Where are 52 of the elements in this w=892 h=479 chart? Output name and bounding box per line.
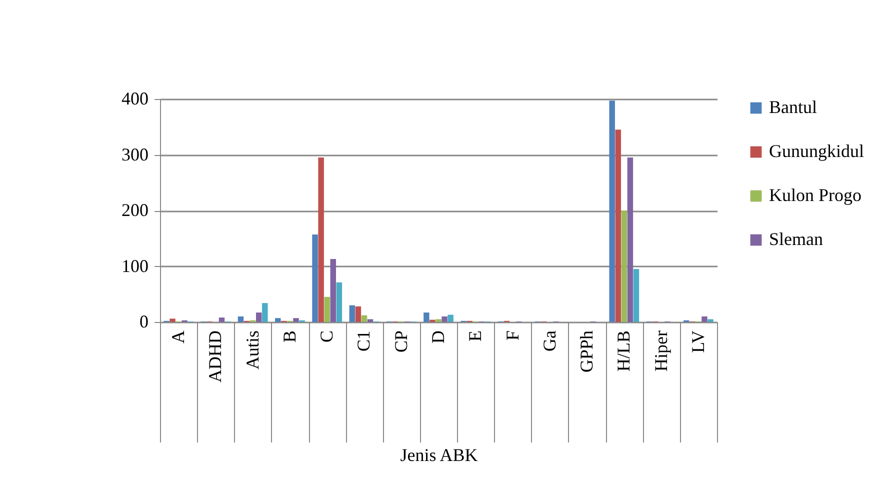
y-tick-label: 300 xyxy=(122,144,148,164)
legend-label: Gunungkidul xyxy=(769,141,864,161)
x-tick-label: Autis xyxy=(242,330,262,370)
bar xyxy=(436,319,442,322)
x-tick-label: H/LB xyxy=(614,330,634,372)
y-tick-label: 0 xyxy=(140,312,148,332)
x-tick-label: CP xyxy=(390,330,411,353)
x-tick-label: C xyxy=(316,330,337,343)
legend-label: Sleman xyxy=(769,229,823,249)
bar xyxy=(330,259,336,322)
bar xyxy=(609,100,615,322)
bar xyxy=(627,158,634,322)
x-axis-title: Jenis ABK xyxy=(400,445,478,465)
bar xyxy=(312,234,318,322)
x-tick-label: D xyxy=(428,330,448,344)
x-tick-label: E xyxy=(465,330,486,342)
x-tick-label: A xyxy=(168,330,188,344)
bar xyxy=(615,130,621,322)
bar xyxy=(238,316,244,322)
y-tick-label: 200 xyxy=(122,200,148,220)
legend-label: Kulon Progo xyxy=(769,185,862,205)
bar xyxy=(170,318,176,322)
x-tick-label: B xyxy=(279,330,300,343)
x-tick-label: ADHD xyxy=(205,330,226,382)
bar xyxy=(318,158,324,322)
bar xyxy=(702,316,708,322)
bar xyxy=(293,318,299,322)
bar xyxy=(218,318,225,322)
bar xyxy=(275,318,281,322)
bar xyxy=(256,312,262,322)
bar xyxy=(355,306,362,322)
bar xyxy=(324,296,330,322)
bar xyxy=(262,303,268,322)
x-tick-label: F xyxy=(502,330,522,341)
bar xyxy=(367,319,374,322)
legend-label: Bantul xyxy=(769,97,817,117)
bar xyxy=(336,282,342,322)
bar xyxy=(448,314,454,322)
bar xyxy=(708,319,714,322)
bar xyxy=(349,305,356,322)
bar xyxy=(424,312,430,322)
x-tick-label: LV xyxy=(688,330,708,353)
y-tick-label: 100 xyxy=(122,256,148,276)
x-tick-label: Ga xyxy=(539,330,560,352)
bar xyxy=(361,315,368,322)
x-tick-label: GPPh xyxy=(576,330,597,373)
bar xyxy=(633,269,640,322)
x-tick-label: Hiper xyxy=(650,330,671,372)
y-tick-label: 400 xyxy=(122,88,148,108)
bar xyxy=(621,210,628,322)
bar xyxy=(442,316,448,322)
x-tick-label: C1 xyxy=(354,330,374,352)
